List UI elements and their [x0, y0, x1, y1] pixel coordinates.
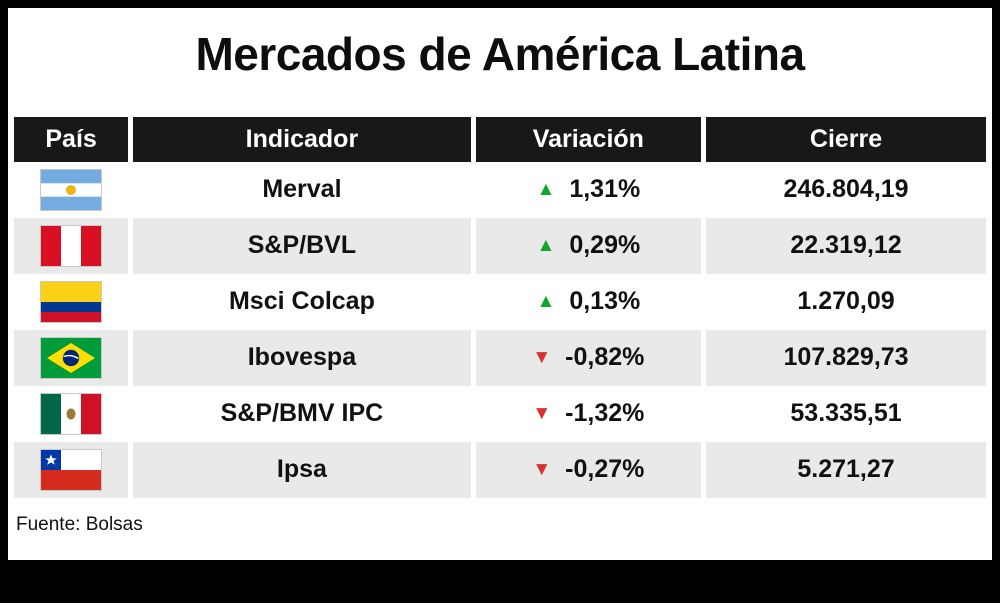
- variation-value: 0,29%: [569, 231, 641, 260]
- close-value: 107.829,73: [706, 329, 986, 386]
- variation-cell: ▲ 0,29%: [475, 217, 702, 274]
- variation-value: -0,82%: [565, 343, 645, 372]
- markets-table: País Indicador Variación Cierre Merval ▲…: [14, 116, 986, 498]
- column-header-pais: País: [14, 116, 129, 162]
- close-value: 53.335,51: [706, 385, 986, 442]
- variation-cell: ▲ 1,31%: [475, 161, 702, 218]
- up-arrow-icon: ▲: [536, 179, 556, 201]
- down-arrow-icon: ▼: [532, 459, 552, 481]
- close-value: 246.804,19: [706, 161, 986, 218]
- close-value: 5.271,27: [706, 441, 986, 498]
- page-title: Mercados de América Latina: [195, 28, 805, 80]
- flag-cell-brazil: [14, 329, 129, 386]
- column-header-indicador: Indicador: [133, 116, 471, 162]
- flag-cell-chile: [14, 441, 129, 498]
- flag-cell-mexico: [14, 385, 129, 442]
- variation-cell: ▲ 0,13%: [475, 273, 702, 330]
- peru-flag-icon: [40, 224, 103, 267]
- up-arrow-icon: ▲: [536, 291, 556, 313]
- indicator-label: Ipsa: [133, 441, 471, 498]
- indicator-label: Merval: [133, 161, 471, 218]
- indicator-label: Ibovespa: [133, 329, 471, 386]
- variation-cell: ▼ -0,82%: [475, 329, 702, 386]
- chile-flag-icon: [40, 448, 103, 491]
- down-arrow-icon: ▼: [532, 403, 552, 425]
- close-value: 1.270,09: [706, 273, 986, 330]
- source-attribution: Fuente: Bolsas: [16, 513, 143, 535]
- variation-cell: ▼ -1,32%: [475, 385, 702, 442]
- argentina-flag-icon: [40, 168, 103, 211]
- variation-value: 0,13%: [569, 287, 641, 316]
- brazil-flag-icon: [40, 336, 103, 379]
- colombia-flag-icon: [40, 280, 103, 323]
- flag-cell-argentina: [14, 161, 129, 218]
- variation-value: -1,32%: [565, 399, 645, 428]
- close-value: 22.319,12: [706, 217, 986, 274]
- up-arrow-icon: ▲: [536, 235, 556, 257]
- flag-cell-peru: [14, 217, 129, 274]
- column-header-cierre: Cierre: [706, 116, 986, 162]
- variation-value: 1,31%: [569, 175, 641, 204]
- flag-cell-colombia: [14, 273, 129, 330]
- mexico-flag-icon: [40, 392, 103, 435]
- indicator-label: S&P/BVL: [133, 217, 471, 274]
- indicator-label: S&P/BMV IPC: [133, 385, 471, 442]
- column-header-variacion: Variación: [475, 116, 702, 162]
- variation-value: -0,27%: [565, 455, 645, 484]
- variation-cell: ▼ -0,27%: [475, 441, 702, 498]
- infographic-canvas: Mercados de América Latina País Indicado…: [8, 8, 992, 560]
- down-arrow-icon: ▼: [532, 347, 552, 369]
- indicator-label: Msci Colcap: [133, 273, 471, 330]
